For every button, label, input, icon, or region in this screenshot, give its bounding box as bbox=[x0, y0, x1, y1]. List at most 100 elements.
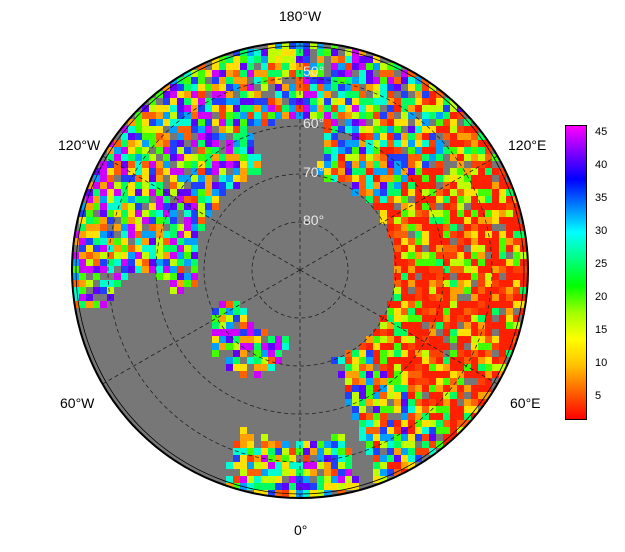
data-pixel bbox=[198, 196, 205, 203]
data-pixel bbox=[331, 175, 338, 182]
data-pixel bbox=[247, 476, 254, 483]
data-pixel bbox=[114, 210, 121, 217]
data-pixel bbox=[128, 154, 135, 161]
data-pixel bbox=[408, 161, 415, 168]
data-pixel bbox=[93, 259, 100, 266]
data-pixel bbox=[429, 371, 436, 378]
data-pixel bbox=[366, 441, 373, 448]
data-pixel bbox=[380, 84, 387, 91]
data-pixel bbox=[275, 483, 282, 490]
data-pixel bbox=[387, 84, 394, 91]
data-pixel bbox=[79, 217, 86, 224]
data-pixel bbox=[345, 462, 352, 469]
data-pixel bbox=[163, 231, 170, 238]
data-pixel bbox=[457, 259, 464, 266]
data-pixel bbox=[457, 238, 464, 245]
data-pixel bbox=[275, 448, 282, 455]
data-pixel bbox=[254, 343, 261, 350]
data-pixel bbox=[464, 322, 471, 329]
lon-label-60e: 60°E bbox=[510, 395, 541, 411]
data-pixel bbox=[275, 469, 282, 476]
data-pixel bbox=[415, 371, 422, 378]
data-pixel bbox=[170, 91, 177, 98]
data-pixel bbox=[499, 238, 506, 245]
data-pixel bbox=[114, 203, 121, 210]
data-pixel bbox=[408, 245, 415, 252]
data-pixel bbox=[429, 308, 436, 315]
data-pixel bbox=[506, 259, 513, 266]
data-pixel bbox=[513, 329, 520, 336]
data-pixel bbox=[226, 336, 233, 343]
data-pixel bbox=[471, 133, 478, 140]
data-pixel bbox=[121, 168, 128, 175]
data-pixel bbox=[506, 196, 513, 203]
data-pixel bbox=[492, 203, 499, 210]
data-pixel bbox=[198, 147, 205, 154]
data-pixel bbox=[107, 168, 114, 175]
data-pixel bbox=[156, 119, 163, 126]
data-pixel bbox=[436, 336, 443, 343]
data-pixel bbox=[387, 189, 394, 196]
data-pixel bbox=[240, 119, 247, 126]
data-pixel bbox=[408, 322, 415, 329]
data-pixel bbox=[212, 154, 219, 161]
data-pixel bbox=[513, 252, 520, 259]
data-pixel bbox=[436, 98, 443, 105]
data-pixel bbox=[275, 84, 282, 91]
data-pixel bbox=[422, 252, 429, 259]
data-pixel bbox=[331, 161, 338, 168]
data-pixel bbox=[338, 98, 345, 105]
data-pixel bbox=[233, 336, 240, 343]
data-pixel bbox=[198, 91, 205, 98]
data-pixel bbox=[478, 301, 485, 308]
data-pixel bbox=[485, 336, 492, 343]
data-pixel bbox=[401, 77, 408, 84]
data-pixel bbox=[415, 399, 422, 406]
lon-label-0: 0° bbox=[294, 522, 308, 538]
data-pixel bbox=[303, 469, 310, 476]
data-pixel bbox=[499, 231, 506, 238]
data-pixel bbox=[366, 182, 373, 189]
data-pixel bbox=[352, 112, 359, 119]
data-pixel bbox=[478, 392, 485, 399]
data-pixel bbox=[478, 336, 485, 343]
data-pixel bbox=[296, 63, 303, 70]
data-pixel bbox=[198, 70, 205, 77]
data-pixel bbox=[380, 63, 387, 70]
data-pixel bbox=[464, 182, 471, 189]
data-pixel bbox=[324, 91, 331, 98]
data-pixel bbox=[163, 112, 170, 119]
data-pixel bbox=[219, 84, 226, 91]
colorbar-tick-15: 15 bbox=[595, 324, 608, 336]
data-pixel bbox=[429, 189, 436, 196]
data-pixel bbox=[520, 273, 527, 280]
data-pixel bbox=[422, 175, 429, 182]
data-pixel bbox=[415, 168, 422, 175]
data-pixel bbox=[254, 105, 261, 112]
data-pixel bbox=[107, 154, 114, 161]
data-pixel bbox=[366, 84, 373, 91]
data-pixel bbox=[107, 252, 114, 259]
data-pixel bbox=[345, 105, 352, 112]
data-pixel bbox=[212, 70, 219, 77]
data-pixel bbox=[205, 105, 212, 112]
data-pixel bbox=[422, 140, 429, 147]
data-pixel bbox=[191, 77, 198, 84]
data-pixel bbox=[86, 294, 93, 301]
data-pixel bbox=[142, 147, 149, 154]
data-pixel bbox=[317, 42, 324, 49]
data-pixel bbox=[317, 63, 324, 70]
data-pixel bbox=[261, 77, 268, 84]
data-pixel bbox=[93, 301, 100, 308]
data-pixel bbox=[359, 189, 366, 196]
data-pixel bbox=[128, 210, 135, 217]
data-pixel bbox=[226, 98, 233, 105]
data-pixel bbox=[394, 406, 401, 413]
data-pixel bbox=[79, 301, 86, 308]
data-pixel bbox=[408, 70, 415, 77]
data-pixel bbox=[457, 406, 464, 413]
data-pixel bbox=[464, 329, 471, 336]
data-pixel bbox=[352, 385, 359, 392]
data-pixel bbox=[492, 252, 499, 259]
data-pixel bbox=[268, 49, 275, 56]
